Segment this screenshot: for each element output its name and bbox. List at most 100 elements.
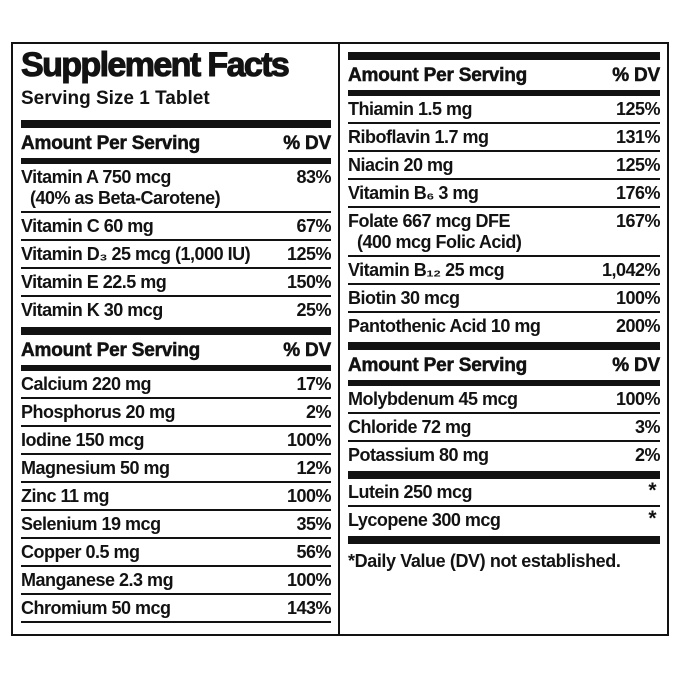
nutrient-row-lycopene: Lycopene 300 mcg * xyxy=(348,505,660,533)
serving-size: Serving Size 1 Tablet xyxy=(21,88,210,109)
nutrient-dv: 25% xyxy=(296,300,331,320)
section-header-amount: Amount Per Serving xyxy=(21,133,201,155)
section-divider-bar xyxy=(348,52,660,60)
nutrient-name: Vitamin D₃ 25 mcg (1,000 IU) xyxy=(21,244,251,264)
nutrient-row-molybdenum: Molybdenum 45 mcg 100% xyxy=(348,386,661,412)
nutrient-name: Calcium 220 mg xyxy=(21,374,152,394)
nutrient-name: Vitamin B₁₂ 25 mcg xyxy=(348,260,505,280)
nutrient-dv: 1,042% xyxy=(601,260,661,280)
nutrient-row-pantothenic-acid: Pantothenic Acid 10 mg 200% xyxy=(348,311,661,339)
nutrient-name: Vitamin C 60 mg xyxy=(21,216,154,236)
nutrient-dv: 35% xyxy=(296,514,331,534)
nutrient-row-vitamin-d3: Vitamin D₃ 25 mcg (1,000 IU) 125% xyxy=(21,239,332,267)
nutrient-row-chromium: Chromium 50 mcg 143% xyxy=(21,593,332,623)
nutrient-name: Iodine 150 mcg xyxy=(21,430,145,450)
nutrient-dv-asterisk: * xyxy=(648,479,656,502)
nutrient-name-continuation: (400 mcg Folic Acid) xyxy=(357,232,522,252)
nutrient-dv: 150% xyxy=(286,272,332,292)
nutrient-dv: 83% xyxy=(296,167,331,187)
nutrient-row-folate: Folate 667 mcg DFE (400 mcg Folic Acid) … xyxy=(348,206,661,255)
nutrient-name: Vitamin K 30 mcg xyxy=(21,300,163,320)
section-header-amount: Amount Per Serving xyxy=(348,355,528,377)
nutrient-name: Lutein 250 mcg xyxy=(348,482,473,502)
nutrient-dv: 56% xyxy=(296,542,331,562)
nutrient-row-lutein: Lutein 250 mcg * xyxy=(348,479,660,505)
section-divider-bar xyxy=(21,327,331,335)
section-header-amount: Amount Per Serving xyxy=(21,340,201,362)
nutrient-row-thiamin: Thiamin 1.5 mg 125% xyxy=(348,96,661,122)
nutrient-dv: 125% xyxy=(286,244,332,264)
nutrient-row-vitamin-e: Vitamin E 22.5 mg 150% xyxy=(21,267,332,295)
nutrient-row-iodine: Iodine 150 mcg 100% xyxy=(21,425,332,453)
nutrient-row-riboflavin: Riboflavin 1.7 mg 131% xyxy=(348,122,661,150)
nutrient-dv: 176% xyxy=(615,183,661,203)
nutrient-name: Vitamin A 750 mcg xyxy=(21,167,171,187)
nutrient-row-niacin: Niacin 20 mg 125% xyxy=(348,150,661,178)
nutrient-row-selenium: Selenium 19 mcg 35% xyxy=(21,509,331,537)
section-header: Amount Per Serving % DV xyxy=(348,350,661,380)
section-header-dv: % DV xyxy=(283,340,331,362)
nutrient-row-copper: Copper 0.5 mg 56% xyxy=(21,537,331,565)
nutrient-row-magnesium: Magnesium 50 mg 12% xyxy=(21,453,331,481)
nutrient-dv-asterisk: * xyxy=(648,507,656,530)
nutrient-row-phosphorus: Phosphorus 20 mg 2% xyxy=(21,397,332,425)
section-header-dv: % DV xyxy=(612,65,660,87)
nutrient-name: Phosphorus 20 mg xyxy=(21,402,176,422)
daily-value-footnote: *Daily Value (DV) not established. xyxy=(348,551,621,571)
nutrient-dv: 17% xyxy=(296,374,331,394)
nutrient-row-vitamin-a: Vitamin A 750 mcg (40% as Beta-Carotene)… xyxy=(21,164,331,211)
nutrient-row-calcium: Calcium 220 mg 17% xyxy=(21,371,331,397)
nutrient-name: Molybdenum 45 mcg xyxy=(348,389,518,409)
section-divider-bar xyxy=(348,536,660,544)
nutrient-dv: 200% xyxy=(615,316,661,336)
nutrient-row-biotin: Biotin 30 mcg 100% xyxy=(348,283,661,311)
nutrient-name: Riboflavin 1.7 mg xyxy=(348,127,489,147)
nutrient-name: Copper 0.5 mg xyxy=(21,542,140,562)
nutrient-name: Folate 667 mcg DFE xyxy=(348,211,511,231)
nutrient-dv: 100% xyxy=(615,288,661,308)
nutrient-name: Thiamin 1.5 mg xyxy=(348,99,473,119)
nutrient-name: Chromium 50 mcg xyxy=(21,598,171,618)
nutrient-name: Niacin 20 mg xyxy=(348,155,454,175)
nutrient-dv: 131% xyxy=(615,127,661,147)
nutrient-name: Lycopene 300 mcg xyxy=(348,510,501,530)
section-header: Amount Per Serving % DV xyxy=(21,128,332,158)
nutrient-name: Vitamin B₆ 3 mg xyxy=(348,183,479,203)
label-title: Supplement Facts xyxy=(20,45,290,84)
header-underline-bar xyxy=(21,365,331,371)
nutrient-dv: 67% xyxy=(296,216,331,236)
section-header: Amount Per Serving % DV xyxy=(21,335,332,365)
section-divider-bar xyxy=(348,342,660,350)
nutrient-row-chloride: Chloride 72 mg 3% xyxy=(348,412,661,440)
header-underline-bar xyxy=(348,90,660,96)
supplement-facts-label: Supplement Facts Serving Size 1 Tablet A… xyxy=(11,42,669,636)
right-column: Amount Per Serving % DV Thiamin 1.5 mg 1… xyxy=(340,44,667,634)
nutrient-row-manganese: Manganese 2.3 mg 100% xyxy=(21,565,332,593)
nutrient-dv: 167% xyxy=(615,211,661,231)
nutrient-row-vitamin-b6: Vitamin B₆ 3 mg 176% xyxy=(348,178,661,206)
nutrient-name-continuation: (40% as Beta-Carotene) xyxy=(30,188,221,208)
section-header-amount: Amount Per Serving xyxy=(348,65,528,87)
section-divider-bar xyxy=(348,471,660,479)
nutrient-name: Zinc 11 mg xyxy=(21,486,110,506)
section-divider-bar xyxy=(21,120,331,128)
nutrient-name: Biotin 30 mcg xyxy=(348,288,460,308)
nutrient-name: Chloride 72 mg xyxy=(348,417,472,437)
nutrient-dv: 125% xyxy=(615,99,661,119)
nutrient-row-vitamin-b12: Vitamin B₁₂ 25 mcg 1,042% xyxy=(348,255,661,283)
nutrient-name: Potassium 80 mg xyxy=(348,445,489,465)
nutrient-row-potassium: Potassium 80 mg 2% xyxy=(348,440,661,468)
header-underline-bar xyxy=(348,380,660,386)
nutrient-name: Selenium 19 mcg xyxy=(21,514,161,534)
nutrient-dv: 2% xyxy=(305,402,332,422)
section-header: Amount Per Serving % DV xyxy=(348,60,661,90)
nutrient-dv: 2% xyxy=(634,445,661,465)
nutrient-dv: 3% xyxy=(634,417,661,437)
header-underline-bar xyxy=(21,158,331,164)
nutrient-dv: 100% xyxy=(615,389,661,409)
nutrient-dv: 100% xyxy=(286,430,332,450)
nutrient-name: Vitamin E 22.5 mg xyxy=(21,272,167,292)
nutrient-dv: 143% xyxy=(286,598,332,618)
nutrient-dv: 125% xyxy=(615,155,661,175)
left-column: Supplement Facts Serving Size 1 Tablet A… xyxy=(13,44,340,634)
